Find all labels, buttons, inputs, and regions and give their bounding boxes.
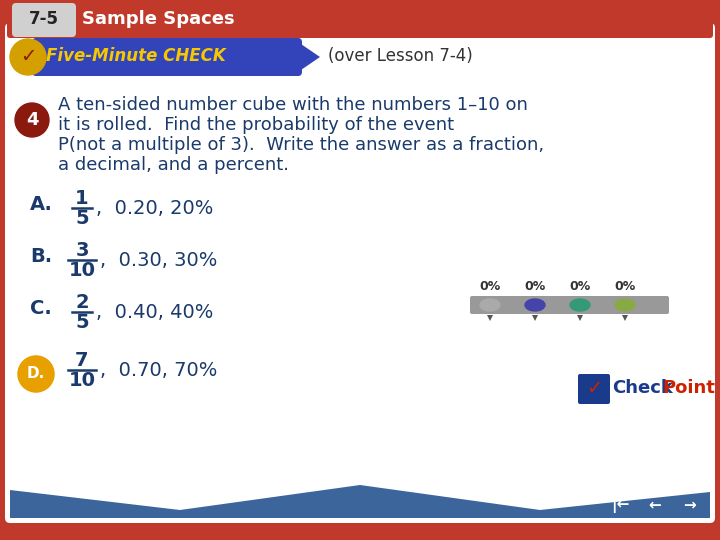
Text: →: →: [683, 497, 696, 512]
Text: A ten-sided number cube with the numbers 1–10 on: A ten-sided number cube with the numbers…: [58, 96, 528, 114]
FancyBboxPatch shape: [5, 23, 715, 523]
FancyBboxPatch shape: [12, 3, 76, 37]
Text: B.: B.: [30, 246, 52, 266]
Ellipse shape: [615, 299, 635, 311]
Circle shape: [10, 39, 46, 75]
Polygon shape: [10, 485, 710, 518]
Text: ✓: ✓: [586, 379, 602, 397]
Text: ✓: ✓: [20, 46, 36, 65]
Text: (over Lesson 7-4): (over Lesson 7-4): [328, 47, 473, 65]
FancyBboxPatch shape: [470, 296, 669, 314]
Text: Check: Check: [612, 379, 673, 397]
Text: 3: 3: [76, 241, 89, 260]
Text: 4: 4: [26, 111, 38, 129]
Text: P(not a multiple of 3).  Write the answer as a fraction,: P(not a multiple of 3). Write the answer…: [58, 136, 544, 154]
Text: 0%: 0%: [570, 280, 590, 293]
Text: 2: 2: [75, 294, 89, 313]
Ellipse shape: [570, 299, 590, 311]
Polygon shape: [577, 315, 583, 321]
Text: Sample Spaces: Sample Spaces: [82, 10, 235, 28]
Text: ,  0.70, 70%: , 0.70, 70%: [100, 361, 217, 380]
Text: 7: 7: [76, 352, 89, 370]
Polygon shape: [487, 315, 493, 321]
Text: 10: 10: [68, 372, 96, 390]
Text: Point: Point: [662, 379, 715, 397]
Text: C.: C.: [30, 299, 52, 318]
Ellipse shape: [480, 299, 500, 311]
Circle shape: [19, 357, 53, 391]
Circle shape: [15, 103, 49, 137]
Text: 5: 5: [75, 210, 89, 228]
Text: it is rolled.  Find the probability of the event: it is rolled. Find the probability of th…: [58, 116, 454, 134]
Text: 0%: 0%: [524, 280, 546, 293]
Polygon shape: [532, 315, 538, 321]
Text: Five-Minute CHECK: Five-Minute CHECK: [46, 47, 226, 65]
Text: |←: |←: [611, 497, 629, 513]
Text: ,  0.30, 30%: , 0.30, 30%: [100, 251, 217, 269]
FancyBboxPatch shape: [7, 2, 713, 38]
Polygon shape: [298, 42, 320, 72]
FancyBboxPatch shape: [578, 374, 610, 404]
Text: 0%: 0%: [480, 280, 500, 293]
Text: a decimal, and a percent.: a decimal, and a percent.: [58, 156, 289, 174]
Text: ,  0.20, 20%: , 0.20, 20%: [96, 199, 213, 218]
Text: D.: D.: [27, 367, 45, 381]
Text: 1: 1: [75, 190, 89, 208]
Text: 7-5: 7-5: [29, 10, 59, 28]
Text: A.: A.: [30, 194, 53, 213]
Text: 0%: 0%: [614, 280, 636, 293]
Polygon shape: [622, 315, 628, 321]
Ellipse shape: [525, 299, 545, 311]
FancyBboxPatch shape: [32, 38, 302, 76]
Text: 5: 5: [75, 314, 89, 333]
Text: 10: 10: [68, 261, 96, 280]
Text: ,  0.40, 40%: , 0.40, 40%: [96, 302, 213, 321]
Text: ←: ←: [649, 497, 662, 512]
